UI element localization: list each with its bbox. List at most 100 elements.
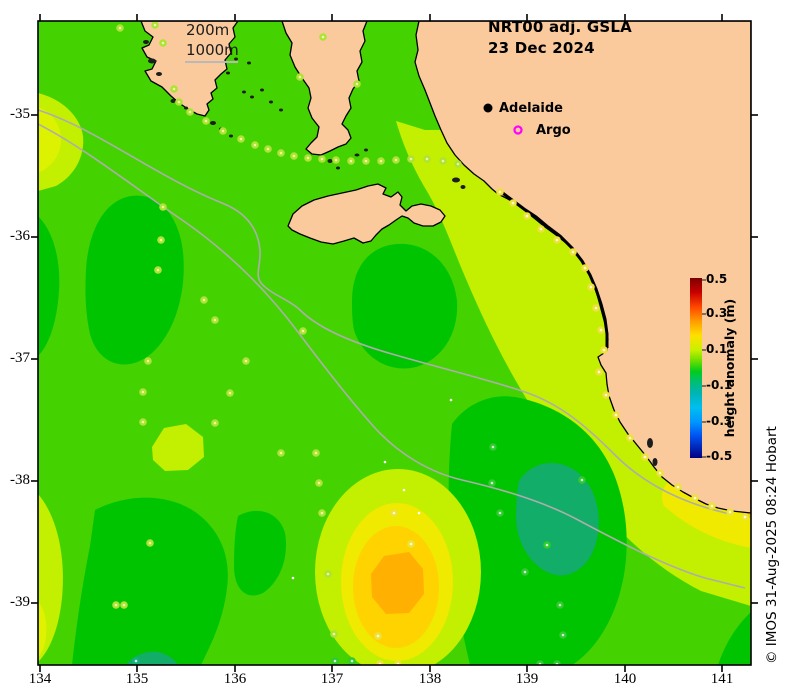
- observation-dot-center: [221, 129, 225, 133]
- plot-frame: [31, 14, 758, 672]
- observation-dot-center: [545, 543, 549, 547]
- depth-legend-200m: 200m: [186, 21, 230, 39]
- observation-dot-center: [571, 250, 575, 254]
- plot-title-line2: 23 Dec 2024: [488, 39, 595, 57]
- observation-dot-center: [317, 481, 321, 485]
- observation-dot-center: [558, 603, 562, 607]
- colorbar-tick-0.5: 0.5: [706, 272, 728, 286]
- observation-dot-center: [350, 659, 354, 663]
- observation-dot-center: [141, 420, 145, 424]
- x-tick-135: 135: [125, 671, 149, 687]
- observation-dot-center: [743, 515, 747, 519]
- observation-dot-center: [148, 541, 152, 545]
- observation-dot-center: [589, 285, 593, 289]
- x-tick-140: 140: [613, 671, 637, 687]
- observation-dot-center: [597, 370, 601, 374]
- adelaide-marker: [483, 103, 493, 113]
- map-field: [38, 21, 751, 665]
- observation-dot-center: [279, 451, 283, 455]
- y-tick--36: -36: [10, 228, 30, 244]
- observation-dot-center: [409, 157, 413, 161]
- colorbar-tick-0.1: 0.1: [706, 342, 728, 356]
- observation-dot-center: [161, 41, 165, 45]
- x-tick-137: 137: [320, 671, 344, 687]
- plot-title-line1: NRT00 adj. GSLA: [488, 18, 632, 36]
- observation-dot-center: [710, 504, 714, 508]
- observation-dot-center: [153, 23, 157, 27]
- anomaly-contour-bands: [38, 93, 751, 665]
- observation-dot: [536, 660, 544, 665]
- x-tick-134: 134: [28, 671, 52, 687]
- axis-ticks: [31, 14, 758, 672]
- adelaide-label: Adelaide: [499, 101, 563, 116]
- observation-dot-center: [498, 190, 502, 194]
- observation-dot-center: [161, 205, 165, 209]
- observation-dot-center: [177, 100, 181, 104]
- observation-dot-center: [334, 158, 338, 162]
- observation-dot-center: [693, 496, 697, 500]
- observation-dot-center: [376, 634, 380, 638]
- observation-dot-center: [523, 570, 527, 574]
- x-tick-141: 141: [710, 671, 734, 687]
- observation-dot-center: [326, 572, 330, 576]
- observation-dot-center: [604, 393, 608, 397]
- observation-dot-center: [291, 576, 295, 580]
- colorbar: [690, 278, 706, 458]
- observation-dot-center: [402, 488, 406, 492]
- observation-dot-center: [333, 659, 337, 663]
- colorbar-tick-0.3: 0.3: [706, 306, 728, 320]
- kangaroo-island: [287, 183, 446, 245]
- colorbar-tick--0.3: -0.3: [706, 414, 733, 428]
- observation-dot-center: [320, 511, 324, 515]
- observation-dot-center: [202, 298, 206, 302]
- observation-dot-center: [614, 413, 618, 417]
- bathymetry-contours: [38, 109, 746, 589]
- observation-dot-center: [555, 238, 559, 242]
- observation-dot-center: [658, 471, 662, 475]
- observation-dot: [553, 660, 561, 665]
- yorke-peninsula: [281, 21, 368, 156]
- depth-legend-1000m: 1000m: [186, 41, 239, 59]
- observation-dot-center: [364, 159, 368, 163]
- observation-dot-center: [394, 158, 398, 162]
- observation-dot-center: [141, 390, 145, 394]
- observation-dot-center: [417, 511, 421, 515]
- observation-dot-center: [349, 159, 353, 163]
- observation-dot-center: [425, 157, 429, 161]
- observation-dot-center: [244, 359, 248, 363]
- y-tick--37: -37: [10, 350, 30, 366]
- observation-dot-center: [188, 110, 192, 114]
- colorbar-axis-label: height anomaly (m): [722, 298, 737, 438]
- observation-dot-center: [456, 162, 460, 166]
- x-tick-139: 139: [515, 671, 539, 687]
- argo-label: Argo: [536, 123, 571, 138]
- observation-dot-center: [498, 511, 502, 515]
- observation-dot-center: [306, 156, 310, 160]
- observation-dot-center: [134, 659, 138, 663]
- observation-dot-center: [628, 436, 632, 440]
- x-tick-138: 138: [418, 671, 442, 687]
- observation-dot-center: [379, 159, 383, 163]
- observation-dot-center: [204, 119, 208, 123]
- observation-dot-center: [159, 238, 163, 242]
- observation-dot-center: [298, 75, 302, 79]
- observation-dot-center: [301, 329, 305, 333]
- observation-dot-center: [676, 485, 680, 489]
- observation-dot-center: [320, 157, 324, 161]
- observation-dot-center: [602, 348, 606, 352]
- observation-dot-center: [491, 445, 495, 449]
- observation-dot-center: [122, 603, 126, 607]
- y-tick--35: -35: [10, 106, 30, 122]
- observation-dot-center: [266, 147, 270, 151]
- observation-dot-center: [490, 481, 494, 485]
- observation-dot-center: [511, 201, 515, 205]
- observation-dot-center: [156, 268, 160, 272]
- observation-dot-center: [441, 159, 445, 163]
- observation-dot-center: [409, 542, 413, 546]
- observation-dot-center: [392, 511, 396, 515]
- observation-dot-center: [146, 359, 150, 363]
- x-tick-136: 136: [223, 671, 247, 687]
- y-tick--39: -39: [10, 594, 30, 610]
- observation-dot-center: [383, 460, 387, 464]
